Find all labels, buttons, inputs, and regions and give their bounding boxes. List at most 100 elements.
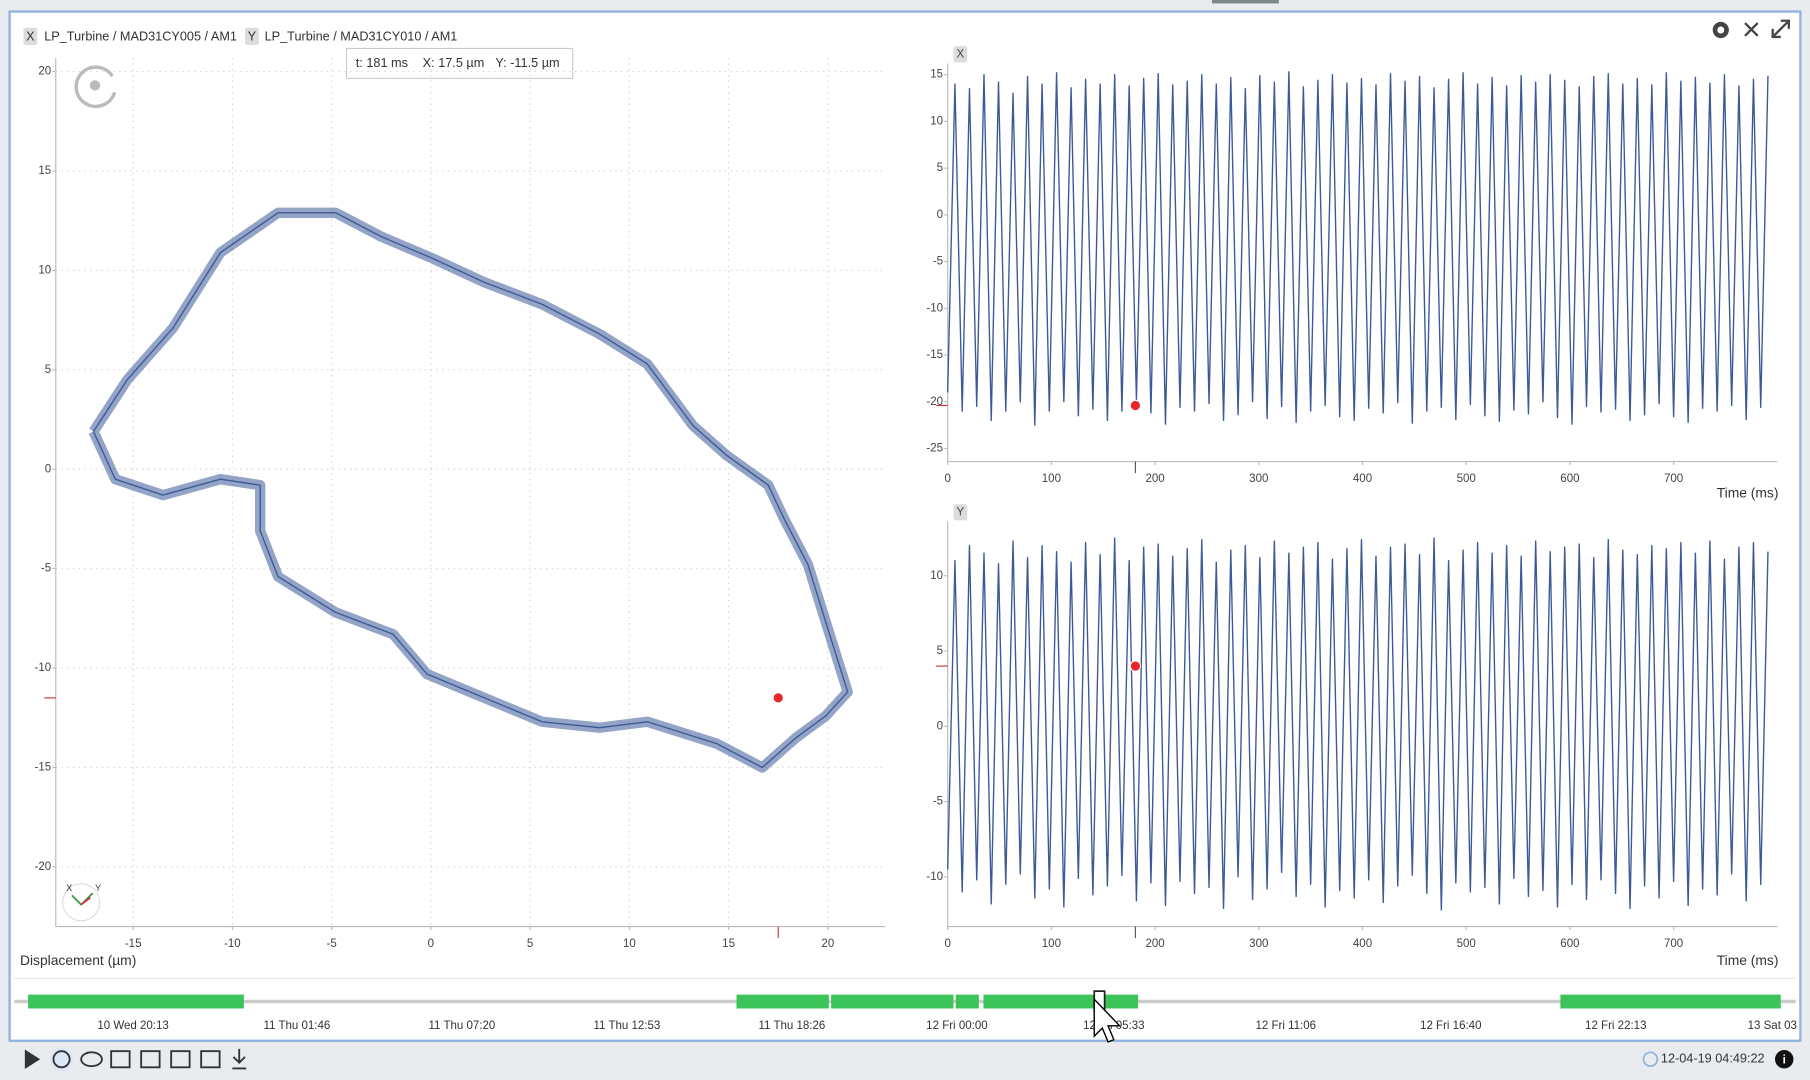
clock-icon <box>1642 1051 1659 1068</box>
x-axis-label: Displacement (µm) <box>20 952 136 968</box>
timeline-label: 12 Fri 16:40 <box>1420 1020 1481 1032</box>
tooltip <box>345 47 574 80</box>
x-tick-label: 300 <box>1249 938 1268 950</box>
y-tick-label: 10 <box>930 115 943 127</box>
info-button[interactable] <box>1775 1050 1794 1069</box>
y-tick-label: 0 <box>937 209 943 221</box>
x-tick-label: 10 <box>623 938 636 950</box>
x-tick-label: 15 <box>722 938 735 950</box>
y-tick-label: -5 <box>933 256 943 268</box>
x-tick-label: 100 <box>1042 473 1061 485</box>
expand-icon[interactable] <box>1771 19 1790 39</box>
x-tick-label: 700 <box>1664 938 1683 950</box>
x-tick-label: 200 <box>1145 473 1164 485</box>
timeline-label: 11 Thu 01:46 <box>264 1020 331 1032</box>
y-tick-label: -25 <box>926 443 943 455</box>
x-tick-label: -15 <box>125 938 142 950</box>
y-tick-label: 15 <box>930 69 943 81</box>
timestamp: 12-04-19 04:49:22 <box>1661 1052 1765 1066</box>
y-tick-label: 5 <box>937 645 943 657</box>
timeline-label: 12 Fri 00:00 <box>926 1020 987 1032</box>
timeline-label: 10 Wed 20:13 <box>97 1020 169 1032</box>
tooltip-t: t: 181 ms <box>356 56 408 70</box>
tooltip-y: Y: -11.5 µm <box>495 56 559 70</box>
timeline-label: 12 Fri 22:13 <box>1585 1020 1646 1032</box>
waveform-button[interactable] <box>170 1050 191 1069</box>
x-badge: X <box>26 29 35 43</box>
x-tick-label: 400 <box>1353 473 1372 485</box>
x-tick-label: 700 <box>1664 473 1683 485</box>
timeline-label: 12 Fri 11:06 <box>1255 1020 1316 1032</box>
panel <box>8 10 1802 1042</box>
x-channel[interactable]: LP_Turbine / MAD31CY005 / AM1 <box>44 29 237 43</box>
x-tick-label: 300 <box>1249 473 1268 485</box>
y-tick-label: -15 <box>34 762 51 774</box>
cursor-marker <box>1129 399 1142 412</box>
x-tick-label: 0 <box>944 473 950 485</box>
orbit-button[interactable] <box>140 1050 161 1069</box>
timeline-label: 11 Thu 12:53 <box>594 1020 661 1032</box>
y-tick-label: -10 <box>926 871 943 883</box>
y-tick-label: -20 <box>34 861 51 873</box>
x-tick-label: -5 <box>327 938 337 950</box>
top-tab[interactable] <box>1211 0 1279 4</box>
series-line <box>92 212 849 769</box>
timeline-labels: 10 Wed 20:13 11 Thu 01:46 11 Thu 07:20 11 T… <box>97 1020 1797 1032</box>
y-tick-label: 20 <box>38 66 51 78</box>
badge <box>245 27 259 45</box>
y-channel[interactable]: LP_Turbine / MAD31CY010 / AM1 <box>265 29 458 43</box>
play-button[interactable] <box>24 1049 41 1069</box>
y-tick-label: -20 <box>926 396 943 408</box>
series-line <box>947 71 1769 426</box>
x-tick-label: -10 <box>224 938 241 950</box>
y-tick-label: -10 <box>926 302 943 314</box>
y-tick-label: 10 <box>930 570 943 582</box>
zoom-button[interactable] <box>110 1050 131 1069</box>
download-button[interactable] <box>232 1048 247 1070</box>
timeline-label: 11 Thu 18:26 <box>759 1020 826 1032</box>
toolbar <box>24 1047 247 1071</box>
x-tick-label: 100 <box>1042 938 1061 950</box>
cursor-marker <box>1129 660 1142 672</box>
chart-badge: Y <box>957 506 965 518</box>
timeline-label: 13 Sat 03 <box>1748 1020 1797 1032</box>
y-tick-label: 0 <box>45 463 51 475</box>
badge <box>23 27 38 45</box>
y-tick-label: 5 <box>45 364 51 376</box>
x-tick-label: 400 <box>1353 938 1372 950</box>
x-tick-label: 0 <box>428 938 434 950</box>
y-badge: Y <box>248 29 257 43</box>
badge <box>953 504 968 521</box>
x-tick-label: 600 <box>1560 938 1579 950</box>
y-tick-label: -5 <box>933 796 943 808</box>
close-icon[interactable] <box>1744 22 1759 37</box>
badge <box>953 46 968 63</box>
y-tick-label: 0 <box>937 720 943 732</box>
x-tick-label: 0 <box>944 938 950 950</box>
x-tick-label: 500 <box>1457 938 1476 950</box>
cursor-marker <box>772 692 784 704</box>
icon-x: X <box>66 883 72 893</box>
y-tick-label: -5 <box>41 563 51 575</box>
rotation-icon[interactable] <box>74 65 117 109</box>
view-button[interactable] <box>80 1051 103 1068</box>
info-glyph: i <box>1783 1054 1786 1066</box>
spectrum-button[interactable] <box>200 1050 221 1069</box>
timeline-label: 11 Thu 07:20 <box>429 1020 496 1032</box>
x-tick-label: 600 <box>1560 473 1579 485</box>
tooltip-x: X: 17.5 µm <box>423 56 485 70</box>
settings-icon[interactable] <box>1712 21 1729 39</box>
y-tick-label: -10 <box>34 662 51 674</box>
x-tick-label: 20 <box>821 938 834 950</box>
x-tick-label: 500 <box>1457 473 1476 485</box>
x-tick-label: 5 <box>527 938 533 950</box>
y-tick-label: -15 <box>926 349 943 361</box>
series-line <box>947 537 1769 911</box>
mouse-pointer <box>1093 997 1122 1043</box>
history-button[interactable] <box>52 1050 71 1069</box>
y-tick-label: 5 <box>937 162 943 174</box>
icon-y: Y <box>95 883 101 893</box>
y-tick-label: 15 <box>38 165 51 177</box>
axes-icon: X Y <box>62 883 101 922</box>
